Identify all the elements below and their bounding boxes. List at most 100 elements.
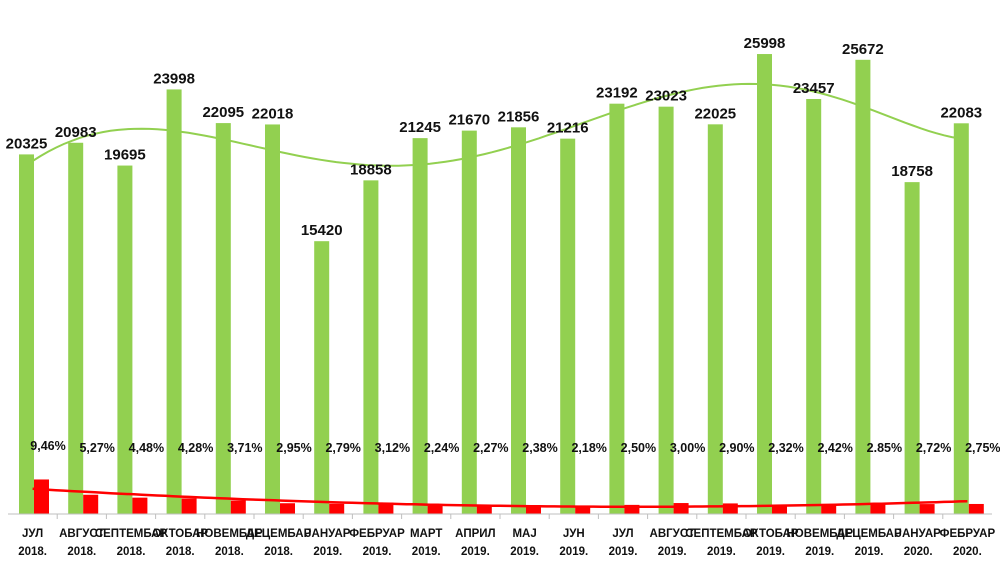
red-value-label: 2,50% [621, 441, 656, 455]
x-tick-label-month: ДЕЦЕМБАР [836, 528, 902, 540]
x-tick-label-month: ФЕБРУАР [940, 528, 996, 540]
x-tick-label-year: 2019. [707, 546, 736, 558]
red-bar [968, 503, 984, 514]
red-series-trendline [32, 487, 968, 508]
red-value-label: 4,48% [129, 441, 164, 455]
red-value-label: 2.85% [867, 441, 902, 455]
red-bar [821, 505, 837, 514]
x-tick-label-month: СЕПТЕМБАР [685, 528, 758, 540]
x-tick-label-year: 2018. [264, 546, 293, 558]
red-value-label: 2,24% [424, 441, 459, 455]
green-bar [904, 182, 920, 514]
x-tick-label-year: 2019. [313, 546, 342, 558]
x-tick-label-month: ФЕБРУАР [349, 528, 405, 540]
green-value-label: 22018 [252, 105, 294, 122]
green-value-label: 23457 [793, 80, 835, 97]
x-tick-label-month: ОКТОБАР [743, 528, 799, 540]
x-tick-label-year: 2019. [559, 546, 588, 558]
x-tick-label-year: 2019. [363, 546, 392, 558]
red-value-label: 2,18% [571, 441, 606, 455]
red-value-label: 3,12% [375, 441, 410, 455]
green-bar [757, 54, 772, 514]
red-value-label: 2,79% [325, 441, 360, 455]
x-axis-ticks [56, 514, 944, 519]
red-value-label: 2,42% [817, 441, 852, 455]
green-value-label: 18858 [350, 161, 392, 178]
x-tick-label-year: 2018. [67, 546, 96, 558]
green-series-trendline [32, 82, 968, 167]
x-axis-tick-labels: ЈУЛ 2018. АВГУСТ 2018. СЕПТЕМБАР 2018. ОКТОБАР… [18, 528, 995, 558]
green-bar [511, 127, 526, 514]
red-bar [83, 494, 99, 514]
red-bar [772, 505, 787, 514]
red-bar [624, 504, 640, 514]
green-value-label: 22095 [202, 104, 244, 121]
green-value-label: 20325 [6, 135, 48, 152]
x-tick-label-month: АПРИЛ [455, 528, 495, 540]
green-value-label: 23192 [596, 85, 638, 102]
green-bar [19, 154, 34, 514]
green-value-label: 15420 [301, 222, 343, 239]
red-value-label: 2,27% [473, 441, 508, 455]
green-value-label: 25998 [744, 35, 786, 52]
red-value-label: 2,38% [522, 441, 557, 455]
red-bar [230, 500, 246, 514]
red-value-label: 4,28% [178, 441, 213, 455]
green-bar [412, 138, 428, 514]
x-tick-label-year: 2019. [609, 546, 638, 558]
green-value-label: 21216 [547, 120, 589, 137]
green-series-bars [19, 54, 969, 515]
green-bar [609, 103, 625, 515]
x-tick-label-year: 2018. [166, 546, 195, 558]
x-tick-label-year: 2018. [117, 546, 146, 558]
x-tick-label-month: ЈАНУАР [305, 528, 351, 540]
green-bar [855, 59, 871, 515]
red-bar [181, 498, 197, 514]
x-tick-label-year: 2019. [855, 546, 884, 558]
red-bar [526, 505, 541, 514]
x-tick-label-year: 2018. [18, 546, 47, 558]
red-value-label: 3,00% [670, 441, 705, 455]
x-tick-label-month: МАРТ [410, 528, 442, 540]
red-value-label: 3,71% [227, 441, 262, 455]
red-bar [329, 503, 345, 514]
green-value-label: 25672 [842, 41, 884, 58]
green-bar [363, 180, 379, 514]
green-value-label: 21245 [399, 119, 441, 136]
green-bar [117, 165, 133, 515]
green-value-label: 18758 [891, 163, 933, 180]
red-value-label: 2,75% [965, 441, 1000, 455]
x-tick-label-month: ЈУЛ [22, 528, 43, 540]
red-value-label: 9,46% [30, 439, 65, 453]
red-bar [722, 503, 738, 514]
red-bar [673, 503, 689, 514]
green-series-data-labels: 20325 20983 19695 23998 22095 22018 15420 18858… [6, 35, 983, 239]
green-value-label: 23998 [153, 70, 195, 87]
x-tick-label-month: АВГУСТ [650, 528, 695, 540]
red-bar [280, 503, 295, 514]
green-bar [806, 98, 822, 514]
red-bar [575, 506, 591, 514]
green-value-label: 23023 [645, 88, 687, 105]
x-tick-label-year: 2019. [412, 546, 441, 558]
x-tick-label-year: 2020. [904, 546, 933, 558]
green-value-label: 20983 [55, 124, 97, 141]
green-bar [658, 106, 674, 515]
green-bar [560, 138, 576, 514]
green-bar [215, 123, 231, 514]
x-tick-label-month: МАЈ [512, 528, 536, 540]
green-value-label: 22083 [940, 104, 982, 121]
x-tick-label-year: 2019. [461, 546, 490, 558]
x-tick-label-year: 2020. [953, 546, 982, 558]
red-value-label: 2,90% [719, 441, 754, 455]
green-value-label: 19695 [104, 147, 146, 164]
green-bar [707, 124, 723, 515]
x-tick-label-month: ЈУЛ [612, 528, 633, 540]
green-bar [461, 130, 477, 514]
red-series-bars [34, 479, 984, 514]
x-tick-label-year: 2019. [510, 546, 539, 558]
x-tick-label-month: НОВЕМБАР [786, 528, 853, 540]
red-bar [34, 479, 49, 514]
red-bar [427, 505, 443, 514]
